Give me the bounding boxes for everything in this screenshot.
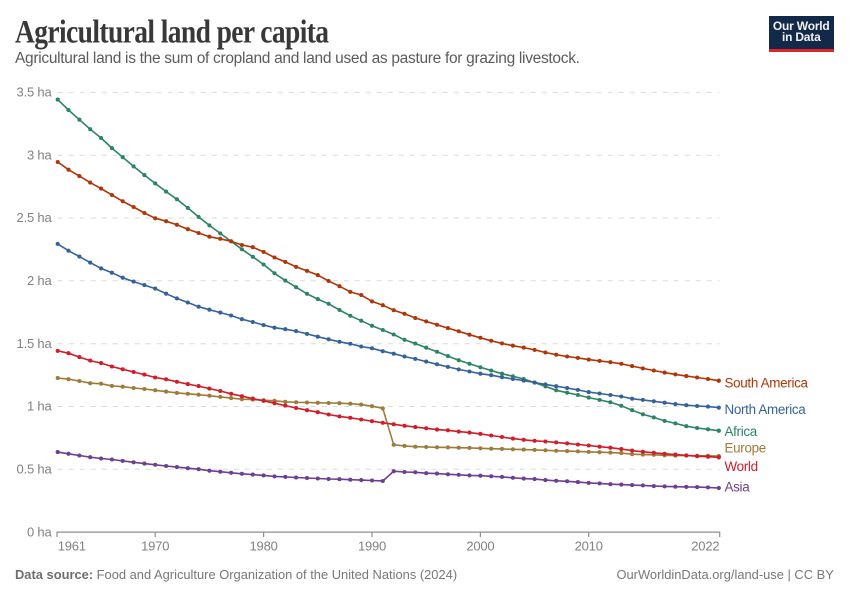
svg-text:World: World bbox=[725, 459, 758, 474]
svg-text:2010: 2010 bbox=[575, 538, 603, 553]
svg-text:2 ha: 2 ha bbox=[27, 273, 52, 288]
svg-text:2000: 2000 bbox=[466, 538, 494, 553]
svg-text:Europe: Europe bbox=[725, 440, 766, 455]
svg-text:0 ha: 0 ha bbox=[27, 524, 52, 539]
svg-text:1961: 1961 bbox=[58, 538, 86, 553]
svg-text:0.5 ha: 0.5 ha bbox=[17, 462, 53, 477]
svg-text:North America: North America bbox=[725, 402, 807, 417]
svg-text:1990: 1990 bbox=[358, 538, 386, 553]
svg-text:1 ha: 1 ha bbox=[27, 399, 52, 414]
svg-text:1.5 ha: 1.5 ha bbox=[17, 336, 53, 351]
svg-text:2.5 ha: 2.5 ha bbox=[17, 210, 53, 225]
svg-text:2022: 2022 bbox=[691, 538, 719, 553]
svg-text:1980: 1980 bbox=[250, 538, 278, 553]
svg-text:3 ha: 3 ha bbox=[27, 147, 52, 162]
svg-text:South America: South America bbox=[725, 375, 809, 390]
svg-text:3.5 ha: 3.5 ha bbox=[17, 85, 53, 100]
svg-text:1970: 1970 bbox=[141, 538, 169, 553]
svg-text:Africa: Africa bbox=[725, 424, 758, 439]
svg-text:Asia: Asia bbox=[725, 479, 751, 494]
